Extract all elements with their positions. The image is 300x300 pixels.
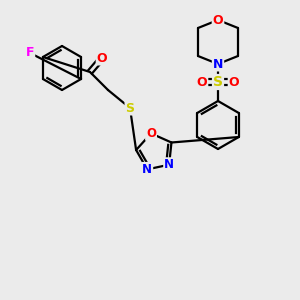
Text: S: S [125,101,134,115]
Text: O: O [213,14,223,26]
Text: O: O [146,127,156,140]
Text: O: O [97,52,107,64]
Text: N: N [213,58,223,70]
Text: O: O [229,76,239,88]
Text: S: S [213,75,223,89]
Text: N: N [164,158,174,171]
Text: F: F [26,46,34,59]
Text: O: O [197,76,207,88]
Text: N: N [142,163,152,176]
